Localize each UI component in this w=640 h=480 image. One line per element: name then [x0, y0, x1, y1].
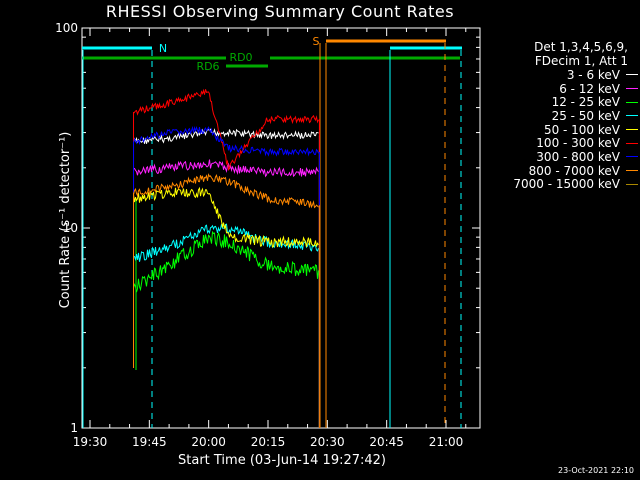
n-flag-label: N [159, 42, 167, 55]
legend-item-swatch [626, 74, 638, 76]
legend-item-swatch [626, 142, 638, 144]
rd0-label: RD0 [229, 51, 252, 64]
legend-header-line-2: FDecim 1, Att 1 [534, 54, 628, 68]
series-line [133, 128, 319, 144]
series-line [133, 173, 319, 209]
y-tick-label: 100 [55, 21, 78, 35]
legend-item-label: 800 - 7000 keV [528, 163, 620, 178]
legend-item-label: 7000 - 15000 keV [513, 177, 620, 192]
plot-frame [81, 27, 481, 429]
legend-item-label: 100 - 300 keV [536, 136, 620, 151]
series-line [133, 88, 319, 172]
y-tick-label: 10 [63, 221, 78, 235]
legend-item-label: 300 - 800 keV [536, 149, 620, 164]
legend-item: 800 - 7000 keV [482, 164, 638, 178]
legend-item-swatch [626, 156, 638, 158]
legend-header-line-1: Det 1,3,4,5,6,9, [534, 40, 628, 54]
x-tick-label: 20:30 [310, 435, 345, 449]
footer-timestamp: 23-Oct-2021 22:10 [558, 466, 634, 475]
legend-item-label: 12 - 25 keV [551, 95, 620, 110]
y-axis-label: Count Rate (s⁻¹ detector⁻¹) [58, 131, 73, 309]
legend-item: 6 - 12 keV [482, 82, 638, 96]
x-tick-label: 19:30 [73, 435, 108, 449]
legend-item-swatch [626, 183, 638, 185]
legend-item-swatch [626, 170, 638, 172]
x-tick-label: 21:00 [429, 435, 464, 449]
x-tick-label: 20:45 [369, 435, 404, 449]
rd6-label: RD6 [196, 60, 219, 73]
legend-item: 50 - 100 keV [482, 123, 638, 137]
legend-item-swatch [626, 101, 638, 103]
legend-item: 300 - 800 keV [482, 150, 638, 164]
legend-item: 3 - 6 keV [482, 68, 638, 82]
legend-item: 100 - 300 keV [482, 136, 638, 150]
legend-item-label: 6 - 12 keV [559, 81, 620, 96]
x-tick-label: 20:00 [191, 435, 226, 449]
s-flag-label: S [313, 35, 320, 48]
series-line [133, 186, 319, 248]
chart-title: RHESSI Observing Summary Count Rates [105, 2, 455, 21]
legend-item-label: 3 - 6 keV [566, 67, 620, 82]
legend-item-label: 25 - 50 keV [551, 108, 620, 123]
series-line [133, 125, 319, 157]
legend-item-swatch [626, 129, 638, 131]
series-line [133, 159, 319, 178]
x-tick-label: 20:15 [251, 435, 286, 449]
legend-item-swatch [626, 115, 638, 117]
x-tick-label: 19:45 [132, 435, 167, 449]
legend-item-label: 50 - 100 keV [543, 122, 620, 137]
legend-item: 12 - 25 keV [482, 95, 638, 109]
legend-item: 25 - 50 keV [482, 109, 638, 123]
legend-item-swatch [626, 88, 638, 90]
legend-item: 7000 - 15000 keV [482, 177, 638, 192]
x-axis-label: Start Time (03-Jun-14 19:27:42) [178, 453, 386, 468]
y-tick-label: 1 [70, 421, 78, 435]
legend: Det 1,3,4,5,6,9, FDecim 1, Att 1 3 - 6 k… [482, 40, 638, 191]
series-line [133, 230, 319, 293]
